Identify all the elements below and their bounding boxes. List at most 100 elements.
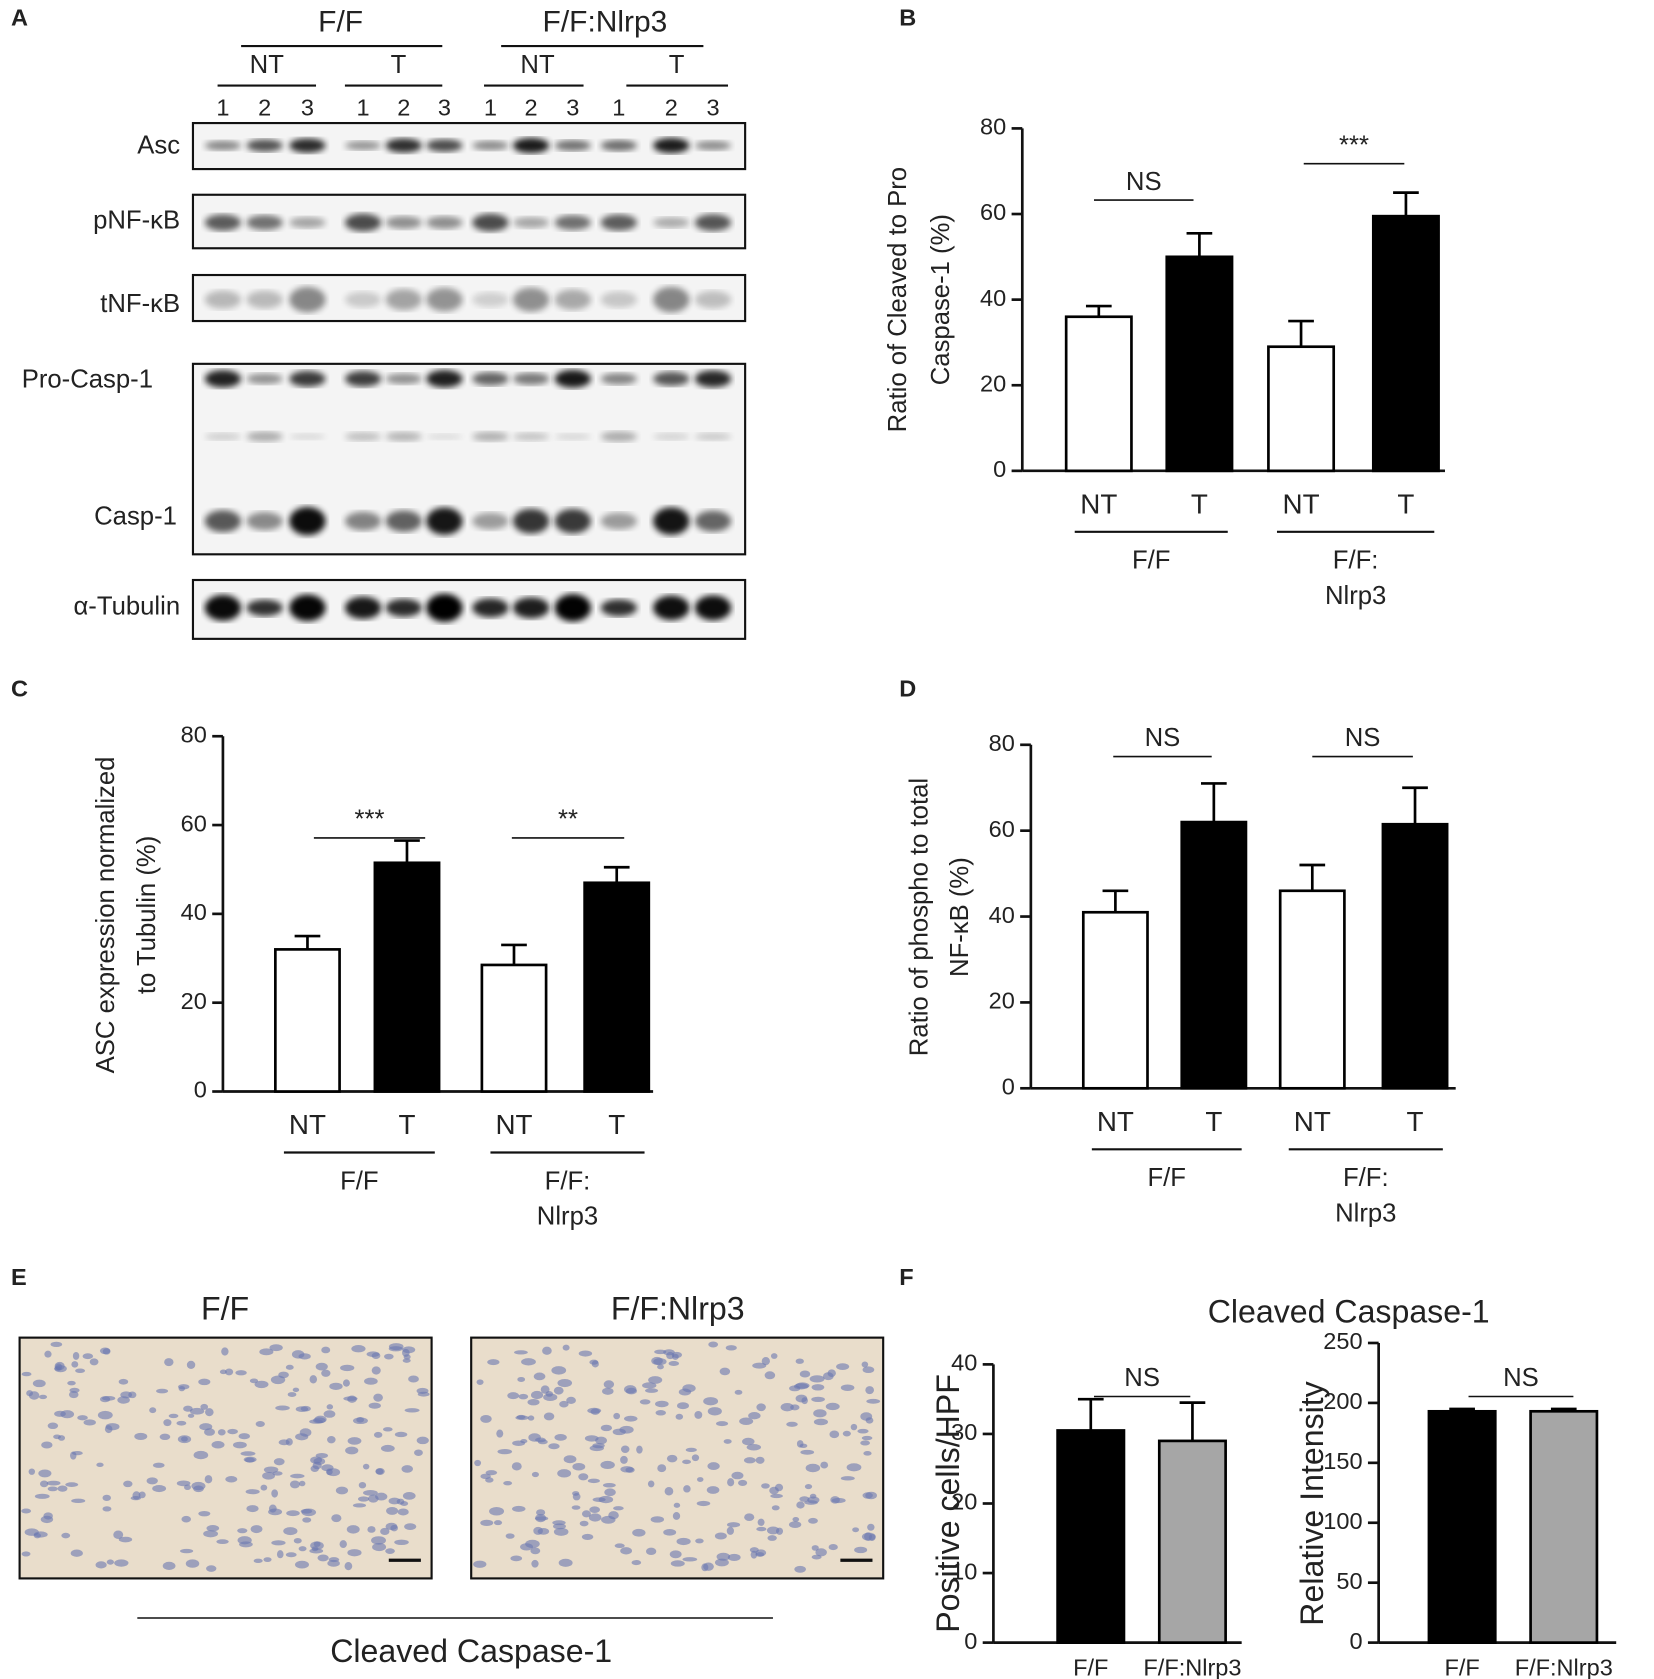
bar	[480, 963, 548, 1093]
nucleus	[757, 1518, 765, 1526]
nucleus	[134, 1432, 148, 1441]
nucleus	[346, 1525, 360, 1534]
nucleus	[655, 1410, 666, 1416]
nucleus	[536, 1509, 546, 1516]
nucleus	[675, 1413, 684, 1420]
nucleus	[44, 1350, 52, 1358]
nucleus	[800, 1449, 815, 1455]
nucleus	[105, 1423, 120, 1431]
nucleus	[714, 1532, 727, 1540]
nucleus	[162, 1561, 176, 1571]
lane-number: 2	[258, 94, 271, 120]
nucleus	[726, 1522, 741, 1528]
blot-treatment: T	[669, 51, 685, 79]
nucleus	[531, 1471, 539, 1478]
nucleus	[666, 1351, 675, 1360]
y-tick-label: 100	[1323, 1508, 1362, 1534]
blot-band	[246, 139, 283, 152]
nucleus	[317, 1554, 329, 1562]
nucleus	[840, 1476, 855, 1481]
nucleus	[225, 1476, 238, 1483]
nucleus	[237, 1528, 248, 1534]
error-bar	[1393, 191, 1419, 217]
blot-row-label: Casp-1	[94, 503, 177, 531]
nucleus	[404, 1523, 417, 1530]
nucleus	[527, 1399, 540, 1406]
y-axis-label: ASC expression normalized	[92, 757, 120, 1074]
nucleus	[770, 1493, 783, 1499]
nucleus	[310, 1465, 320, 1472]
nucleus	[32, 1379, 46, 1388]
nucleus	[290, 1473, 305, 1479]
nucleus	[496, 1429, 504, 1438]
nucleus	[57, 1435, 66, 1441]
nucleus	[820, 1461, 829, 1469]
nucleus	[28, 1468, 36, 1475]
nucleus	[774, 1483, 784, 1492]
nucleus	[620, 1445, 630, 1453]
nucleus	[275, 1405, 290, 1411]
blot-band	[385, 138, 422, 153]
blot-band	[426, 139, 463, 152]
nucleus	[329, 1382, 343, 1390]
blot-band	[289, 217, 326, 229]
nucleus	[743, 1457, 756, 1464]
nucleus	[152, 1485, 167, 1493]
blot-band	[653, 507, 690, 535]
nucleus	[530, 1547, 541, 1555]
nucleus	[183, 1405, 193, 1412]
nucleus	[396, 1498, 405, 1505]
nucleus	[163, 1419, 172, 1427]
bar	[373, 861, 441, 1093]
blot-band	[385, 598, 422, 617]
nucleus	[416, 1387, 429, 1394]
x-tick-label: T	[1397, 489, 1414, 520]
blot-band	[472, 292, 509, 308]
nucleus	[527, 1415, 535, 1421]
nucleus	[240, 1451, 256, 1456]
nucleus	[673, 1502, 681, 1508]
nucleus	[531, 1559, 539, 1568]
nucleus	[54, 1410, 66, 1417]
y-tick-label: 50	[1336, 1568, 1362, 1594]
nucleus	[473, 1560, 487, 1568]
bar	[1081, 910, 1149, 1090]
nucleus	[657, 1364, 664, 1370]
nucleus	[860, 1412, 873, 1421]
nucleus	[237, 1536, 252, 1545]
blot-band	[344, 141, 382, 151]
nucleus	[246, 1505, 259, 1513]
nucleus	[761, 1483, 770, 1489]
blot-band	[246, 290, 283, 309]
nucleus	[71, 1450, 83, 1456]
nucleus	[310, 1456, 323, 1464]
blot-band	[246, 512, 283, 531]
nucleus	[221, 1347, 229, 1356]
y-tick-label: 20	[989, 988, 1015, 1014]
blot-band	[344, 213, 382, 232]
nucleus	[34, 1493, 50, 1499]
nucleus	[591, 1360, 599, 1368]
nucleus	[809, 1375, 825, 1383]
blot-band	[204, 432, 242, 441]
blot-row-label: pNF-κB	[93, 206, 180, 234]
nucleus	[156, 1388, 169, 1394]
nucleus	[351, 1345, 366, 1353]
nucleus	[562, 1344, 570, 1351]
nucleus	[187, 1413, 195, 1418]
blot-band	[289, 286, 326, 313]
blot-band	[385, 216, 422, 229]
blot-group: F/F	[318, 5, 363, 38]
nucleus	[118, 1378, 129, 1385]
nucleus	[780, 1402, 794, 1412]
blot-band	[512, 217, 550, 229]
group-label: F/F:	[1343, 1164, 1389, 1192]
nucleus	[682, 1459, 692, 1465]
significance-label: ***	[1339, 131, 1369, 159]
nucleus	[199, 1423, 213, 1431]
blot-band	[472, 598, 509, 618]
nucleus	[695, 1538, 704, 1544]
nucleus	[614, 1543, 625, 1549]
nucleus	[604, 1488, 616, 1497]
blot-band	[554, 594, 592, 622]
